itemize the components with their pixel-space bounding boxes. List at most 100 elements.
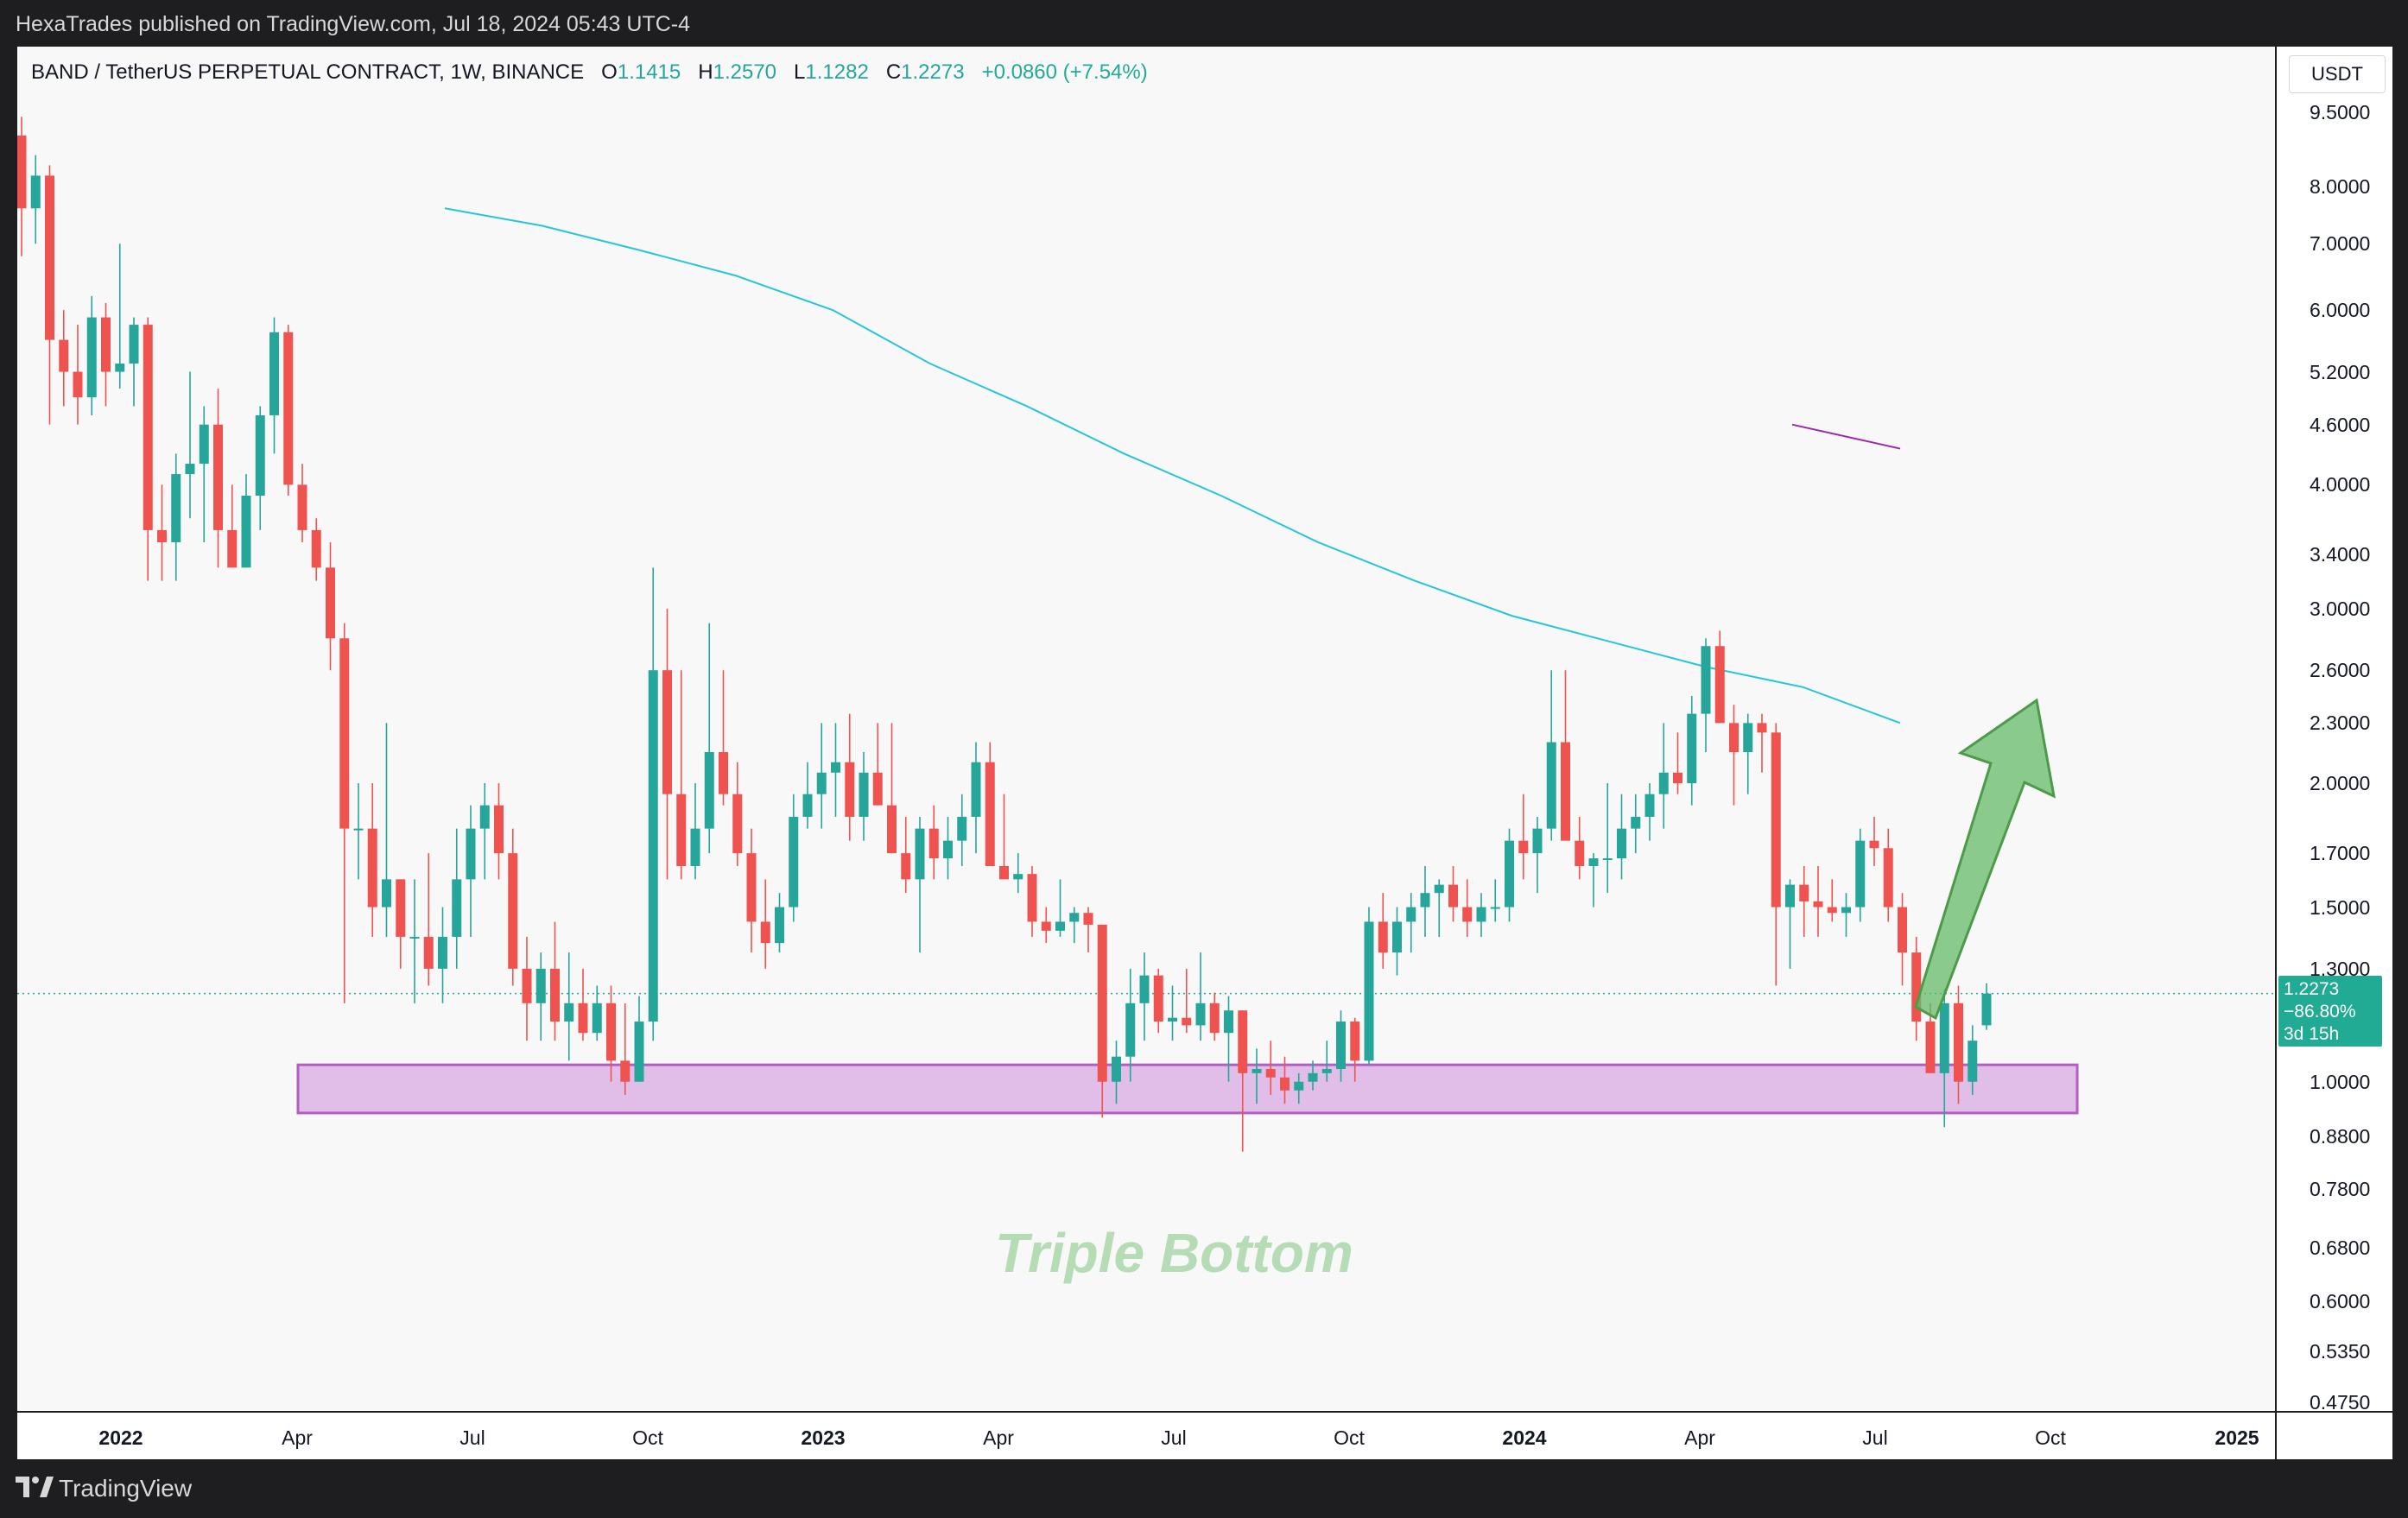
price-tick-label: 0.8800	[2310, 1125, 2371, 1148]
candle-body	[86, 317, 97, 398]
tradingview-brand[interactable]: TradingView	[59, 1475, 193, 1502]
candle-body	[1308, 1072, 1318, 1082]
high-label: H	[698, 60, 713, 84]
candle-body	[957, 816, 967, 841]
price-tick-label: 0.5350	[2310, 1339, 2371, 1363]
price-tick-label: 5.2000	[2310, 360, 2371, 383]
triple-bottom-annotation: Triple Bottom	[995, 1222, 1353, 1284]
candle-body	[1813, 901, 1823, 908]
axis-corner	[2275, 1411, 2392, 1459]
candlestick-chart[interactable]	[17, 47, 2275, 1411]
change-value: +0.0860 (+7.54%)	[981, 60, 1148, 84]
candle-body	[1954, 1003, 1963, 1082]
symbol-title[interactable]: BAND / TetherUS PERPETUAL CONTRACT, 1W, …	[31, 60, 585, 84]
current-price: 1.2273	[2284, 979, 2340, 999]
candle-body	[1658, 772, 1669, 794]
candle-body	[1083, 913, 1093, 925]
candle-body	[297, 484, 307, 530]
candle-body	[1392, 921, 1402, 953]
candle-body	[789, 816, 799, 908]
candle-body	[157, 529, 167, 542]
candle-body	[1518, 840, 1529, 854]
candle-body	[1855, 840, 1866, 908]
candle-body	[719, 751, 728, 794]
time-tick-label: Jul	[1161, 1426, 1187, 1449]
candle-body	[1448, 884, 1458, 908]
candle-body	[1631, 816, 1641, 829]
candle-body	[1968, 1040, 1978, 1082]
price-tick-label: 8.0000	[2310, 174, 2371, 198]
candle-body	[1027, 874, 1037, 922]
candle-body	[1265, 1068, 1276, 1078]
candle-body	[283, 332, 294, 485]
time-tick-label: 2024	[1502, 1426, 1547, 1449]
candle-body	[396, 879, 406, 937]
candle-body	[1799, 884, 1809, 901]
candle-body	[1238, 1010, 1248, 1073]
candle-body	[73, 371, 83, 398]
open-value: 1.1415	[617, 60, 681, 84]
candle-body	[1041, 921, 1051, 931]
candle-body	[859, 772, 869, 817]
time-axis[interactable]: 2022 Apr Jul Oct 2023 Apr Jul Oct 2024 Apr Jul Oct 2…	[17, 1411, 2275, 1459]
candle-body	[1546, 742, 1556, 829]
candle-body	[1588, 858, 1599, 866]
time-tick-label: Apr	[983, 1426, 1014, 1449]
candle-body	[535, 968, 546, 1003]
price-tick-label: 1.7000	[2310, 842, 2371, 865]
price-tick-label: 2.3000	[2310, 712, 2371, 735]
price-axis[interactable]: 9.5000 8.0000 7.0000 6.0000 5.2000 4.6000 4.00…	[2275, 47, 2392, 1414]
candle-body	[367, 828, 377, 908]
candle-body	[732, 794, 743, 854]
candle-body	[1757, 723, 1767, 733]
candle-body	[1195, 1003, 1206, 1026]
candle-body	[1939, 1003, 1949, 1073]
candle-body	[115, 364, 125, 372]
publish-header: HexaTrades published on TradingView.com,…	[0, 0, 2408, 47]
candle-body	[423, 936, 434, 969]
price-tick-label: 2.6000	[2310, 659, 2371, 682]
time-tick-label: Jul	[459, 1426, 485, 1449]
bar-countdown: 3d 15h	[2284, 1024, 2340, 1044]
candle-body	[1112, 1056, 1121, 1082]
time-tick-label: Jul	[1862, 1426, 1888, 1449]
published-info: HexaTrades published on TradingView.com,…	[16, 12, 691, 36]
price-tick-label: 3.0000	[2310, 597, 2371, 620]
time-tick-label: 2022	[98, 1426, 143, 1449]
time-tick-label: Oct	[1334, 1426, 1365, 1449]
support-zone	[296, 1063, 2079, 1115]
candle-body	[143, 325, 153, 530]
candle-body	[620, 1060, 631, 1082]
time-tick-label: 2023	[801, 1426, 846, 1449]
candle-body	[1434, 884, 1444, 894]
ma-long-line	[444, 207, 1901, 724]
projection-arrow	[1914, 698, 2056, 1021]
price-tick-label: 6.0000	[2310, 299, 2371, 322]
candle-body	[1294, 1081, 1304, 1091]
price-tick-label: 0.4750	[2310, 1391, 2371, 1414]
candle-body	[1378, 921, 1388, 953]
low-value: 1.1282	[805, 60, 869, 84]
candle-body	[901, 853, 911, 880]
candle-body	[1729, 723, 1739, 752]
candle-body	[1981, 993, 1992, 1026]
currency-button[interactable]: USDT	[2289, 55, 2386, 93]
candle-body	[999, 865, 1009, 880]
tradingview-logo-icon[interactable]	[16, 1475, 54, 1501]
candle-body	[775, 907, 784, 944]
candle-body	[872, 772, 883, 806]
candle-body	[1785, 884, 1795, 908]
candle-body	[494, 805, 504, 854]
candle-body	[1462, 907, 1473, 922]
candle-body	[1069, 913, 1080, 922]
chart-plot-area[interactable]: BAND / TetherUS PERPETUAL CONTRACT, 1W, …	[17, 47, 2275, 1411]
candle-body	[241, 496, 251, 568]
candle-body	[508, 853, 518, 969]
candle-body	[522, 968, 532, 1003]
candle-body	[928, 828, 939, 859]
candle-body	[479, 805, 490, 829]
candle-body	[1898, 907, 1907, 953]
candle-body	[1602, 858, 1613, 861]
time-tick-label: Apr	[282, 1426, 313, 1449]
candle-body	[1911, 952, 1922, 1022]
